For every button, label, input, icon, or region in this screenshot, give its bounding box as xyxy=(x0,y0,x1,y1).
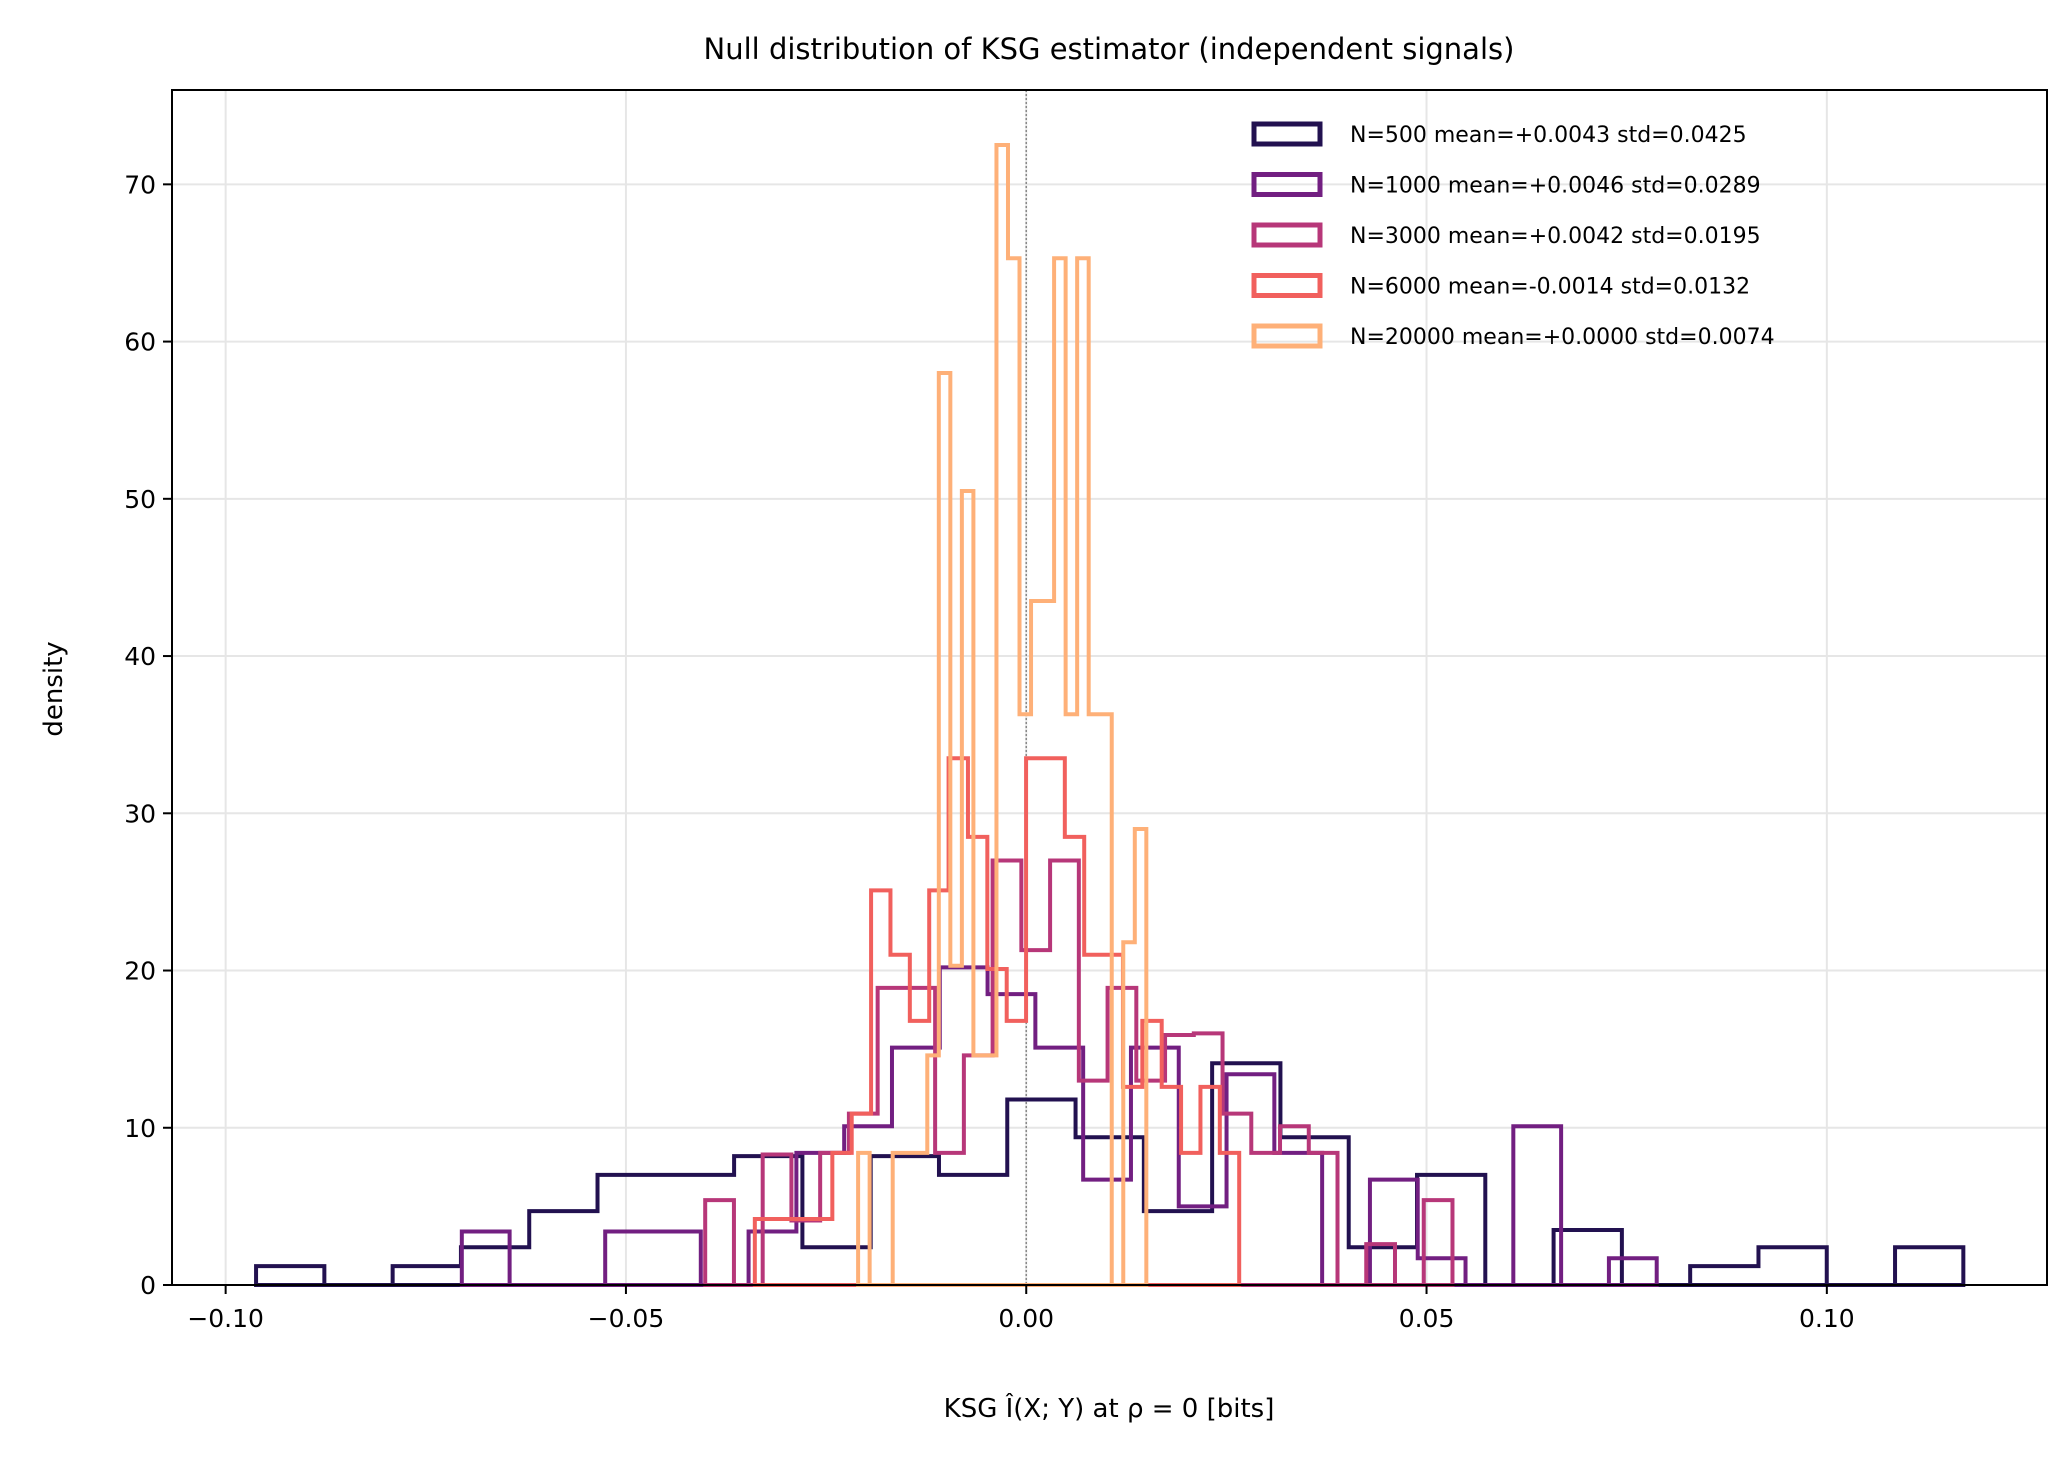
chart-title: Null distribution of KSG estimator (inde… xyxy=(704,32,1515,66)
histogram-bin xyxy=(1066,714,1078,1285)
histogram-bin xyxy=(1181,1153,1200,1285)
x-tick-label: 0.10 xyxy=(1799,1304,1855,1333)
x-tick-label: −0.05 xyxy=(588,1304,665,1333)
histogram-bin xyxy=(794,1219,813,1285)
histogram-bin xyxy=(1200,1087,1219,1285)
y-tick-label: 0 xyxy=(140,1271,156,1300)
legend-swatch xyxy=(1251,172,1323,197)
x-axis-label: KSG Î(X; Y) at ρ = 0 [bits] xyxy=(944,1392,1275,1424)
legend-entry: N=3000 mean=+0.0042 std=0.0195 xyxy=(1251,222,1761,249)
histogram-bin xyxy=(1690,1266,1758,1285)
histogram-bin xyxy=(529,1211,597,1285)
legend: N=500 mean=+0.0043 std=0.0425 N=1000 mean… xyxy=(1251,121,1775,350)
histogram-bin xyxy=(1089,714,1101,1285)
legend-swatch xyxy=(1251,273,1323,298)
x-axis-ticks: −0.10 −0.05 0.00 0.05 0.10 xyxy=(187,1285,1855,1333)
y-tick-label: 50 xyxy=(124,485,156,514)
histogram-bin xyxy=(605,1232,653,1285)
histogram-bin xyxy=(1513,1126,1561,1285)
histogram-bin xyxy=(1043,601,1055,1285)
histogram-bin xyxy=(1020,714,1032,1285)
legend-label: N=3000 mean=+0.0042 std=0.0195 xyxy=(1350,224,1761,249)
y-tick-label: 60 xyxy=(124,328,156,357)
plot-frame xyxy=(171,89,2048,1286)
series-outline xyxy=(254,1061,1966,1287)
histogram-bin xyxy=(916,1153,928,1285)
histogram-bin xyxy=(832,1153,851,1285)
legend-swatch xyxy=(1251,323,1323,349)
histogram-bin xyxy=(705,1200,734,1285)
x-tick-label: 0.00 xyxy=(998,1304,1054,1333)
histogram-bin xyxy=(1162,1087,1181,1285)
y-tick-label: 20 xyxy=(124,957,156,986)
histogram-bin xyxy=(1366,1244,1395,1285)
series-outline xyxy=(752,756,1242,1287)
x-tick-label: 0.05 xyxy=(1399,1304,1455,1333)
series-outline xyxy=(856,143,1149,1287)
y-axis-label: density xyxy=(39,641,69,736)
histogram-bin xyxy=(653,1232,701,1285)
histogram-bin xyxy=(774,1219,793,1285)
legend-swatch xyxy=(1251,121,1323,147)
series-0 xyxy=(254,1061,1966,1287)
histogram-bin xyxy=(985,1055,997,1285)
y-tick-label: 40 xyxy=(124,642,156,671)
series-3 xyxy=(752,756,1242,1287)
legend-entry: N=500 mean=+0.0043 std=0.0425 xyxy=(1251,121,1747,148)
histogram-bin xyxy=(1424,1200,1453,1285)
legend-label: N=1000 mean=+0.0046 std=0.0289 xyxy=(1350,174,1761,199)
y-tick-label: 30 xyxy=(124,799,156,828)
histogram-bin xyxy=(904,1153,916,1285)
histogram-bin xyxy=(871,890,890,1285)
histogram-bin xyxy=(1895,1247,1963,1285)
legend-label: N=500 mean=+0.0043 std=0.0425 xyxy=(1350,123,1747,148)
y-tick-label: 10 xyxy=(124,1114,156,1143)
legend-entry: N=20000 mean=+0.0000 std=0.0074 xyxy=(1251,323,1775,350)
legend-swatch xyxy=(1251,222,1323,248)
legend-entry: N=1000 mean=+0.0046 std=0.0289 xyxy=(1251,172,1761,199)
x-tick-label: −0.10 xyxy=(187,1304,264,1333)
histogram-bin xyxy=(462,1232,510,1285)
legend-entry: N=6000 mean=-0.0014 std=0.0132 xyxy=(1251,273,1750,300)
legend-label: N=6000 mean=-0.0014 std=0.0132 xyxy=(1350,275,1750,300)
histogram-bin xyxy=(393,1266,461,1285)
histogram-bin xyxy=(1280,1126,1309,1285)
histogram-bin xyxy=(755,1219,774,1285)
histogram-series xyxy=(254,143,1966,1287)
histogram-bin xyxy=(950,966,962,1285)
y-tick-label: 70 xyxy=(124,170,156,199)
series-4 xyxy=(856,143,1149,1287)
histogram-bin xyxy=(1758,1247,1826,1285)
histogram-bin xyxy=(1251,1153,1280,1285)
y-axis-ticks: 0 10 20 30 40 50 60 70 xyxy=(124,170,172,1300)
histogram-bin xyxy=(256,1266,324,1285)
histogram-bin xyxy=(813,1219,832,1285)
legend-label: N=20000 mean=+0.0000 std=0.0074 xyxy=(1350,325,1775,350)
histogram-bin xyxy=(1220,1153,1239,1285)
histogram-bin xyxy=(1609,1258,1657,1285)
histogram-bin xyxy=(973,1055,985,1285)
histogram-bin xyxy=(1309,1153,1338,1285)
